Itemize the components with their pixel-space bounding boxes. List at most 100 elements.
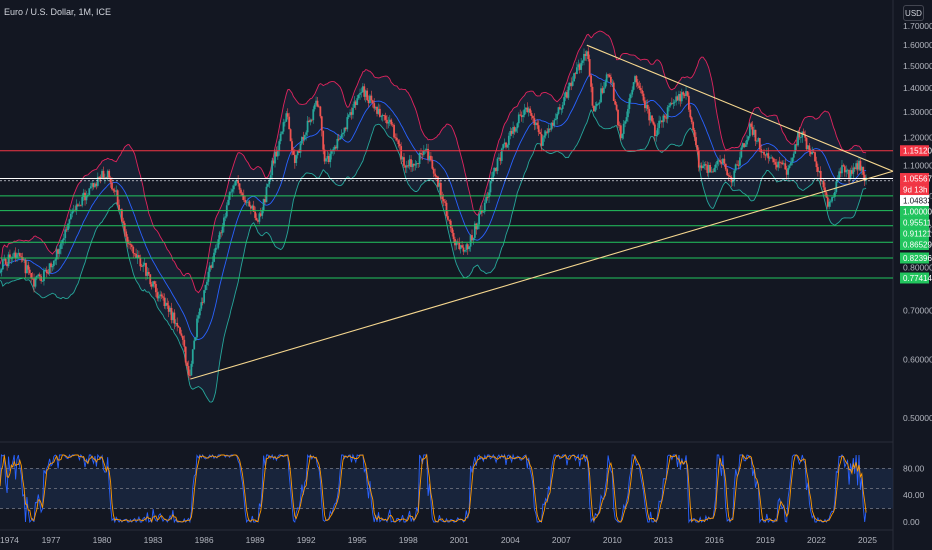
candle-body <box>556 113 558 120</box>
candle-body <box>777 161 780 168</box>
candle-body <box>600 88 602 103</box>
candle-body <box>79 205 82 207</box>
candle-body <box>160 294 163 297</box>
candle-body <box>210 265 213 268</box>
candle-body <box>736 164 738 166</box>
candle-body <box>449 220 452 229</box>
candle-body <box>765 153 768 156</box>
candle-body <box>360 92 363 94</box>
candle-body <box>128 243 130 245</box>
candle-body <box>240 189 242 194</box>
candle-body <box>638 85 641 89</box>
price-tick-label: 1.70000 <box>903 21 932 31</box>
candle-body <box>758 138 761 150</box>
candle-body <box>726 169 729 176</box>
candle-body <box>448 219 451 221</box>
candle-body <box>133 253 136 255</box>
candle-body <box>320 116 323 131</box>
candle-body <box>747 136 750 140</box>
candle-body <box>574 73 577 75</box>
candle-body <box>666 107 669 119</box>
candle-body <box>444 201 446 203</box>
candle-body <box>393 124 395 138</box>
candle-body <box>214 247 217 253</box>
candle-body <box>438 182 441 187</box>
candle-body <box>412 163 415 166</box>
candle-body <box>614 101 617 105</box>
time-tick-label: 1986 <box>195 535 214 545</box>
candle-body <box>458 242 461 250</box>
price-label-text: 0.77414 <box>903 274 932 283</box>
candle-body <box>602 87 605 93</box>
bollinger-upper <box>0 30 867 294</box>
candle-body <box>343 127 346 133</box>
price-label-text: 1.00000 <box>903 208 932 217</box>
candle-body <box>792 153 795 158</box>
candle-body <box>611 82 614 84</box>
candle-body <box>591 86 594 106</box>
stochastic-d-line <box>0 453 867 523</box>
candle-body <box>811 151 814 155</box>
candle-body <box>248 201 251 207</box>
price-label-text: 0.86529 <box>903 241 932 250</box>
candle-body <box>710 171 713 173</box>
candle-body <box>655 134 658 137</box>
candle-body <box>753 129 755 135</box>
candle-body <box>319 106 322 117</box>
currency-button[interactable]: USD <box>903 5 924 21</box>
price-label-text: 0.82396 <box>903 254 932 263</box>
candle-body <box>258 213 261 222</box>
candle-body <box>281 131 283 134</box>
candle-body <box>577 64 580 68</box>
time-tick-label: 2022 <box>807 535 826 545</box>
candle-body <box>644 100 646 109</box>
candle-body <box>843 166 846 173</box>
candle-body <box>713 167 716 172</box>
candle-body <box>52 260 55 266</box>
candle-body <box>533 118 536 126</box>
candle-body <box>177 326 180 328</box>
candle-body <box>849 170 852 179</box>
candle-body <box>794 144 797 154</box>
candle-body <box>207 271 210 282</box>
candle-body <box>94 183 96 188</box>
candle-body <box>203 290 206 303</box>
candle-body <box>692 122 695 130</box>
candle-body <box>159 294 162 297</box>
candle-body <box>815 161 818 168</box>
candle-body <box>118 204 120 210</box>
candle-body <box>536 122 539 126</box>
candle-body <box>472 237 475 241</box>
candle-body <box>1 259 4 270</box>
candle-body <box>318 106 320 108</box>
candle-body <box>278 141 281 151</box>
candle-body <box>524 107 527 110</box>
candle-body <box>730 176 733 183</box>
candle-body <box>282 122 285 132</box>
candle-body <box>4 258 7 265</box>
candle-body <box>722 158 724 164</box>
candle-body <box>340 134 343 138</box>
candle-body <box>20 256 23 258</box>
candle-body <box>354 101 357 105</box>
candle-body <box>852 167 855 174</box>
candle-body <box>301 137 303 144</box>
candle-body <box>346 117 349 130</box>
candle-body <box>493 167 496 172</box>
candle-body <box>112 189 115 191</box>
candle-body <box>262 199 265 211</box>
candle-body <box>631 89 634 95</box>
candle-body <box>302 137 305 140</box>
time-tick-label: 2001 <box>450 535 469 545</box>
candle-body <box>712 171 714 173</box>
candle-body <box>621 133 624 139</box>
candle-body <box>398 144 401 147</box>
candle-body <box>9 254 11 259</box>
candle-body <box>309 119 312 123</box>
candle-body <box>553 120 556 126</box>
candle-body <box>744 144 747 147</box>
candle-body <box>330 151 333 154</box>
candle-body <box>146 271 149 276</box>
candle-body <box>420 152 422 155</box>
